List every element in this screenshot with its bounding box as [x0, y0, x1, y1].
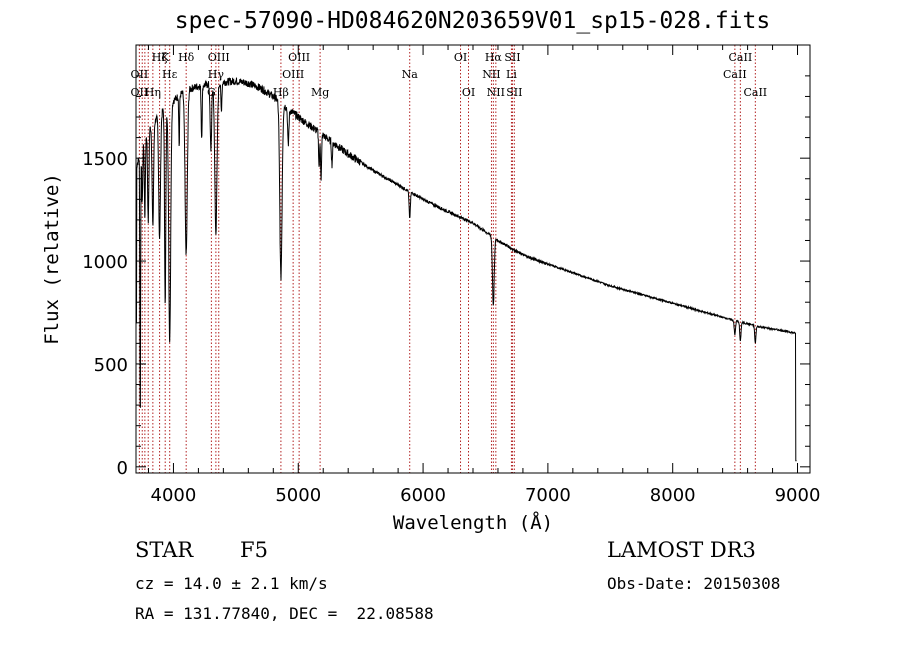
y-tick-label: 1000	[82, 252, 128, 273]
line-label: K	[161, 51, 170, 64]
line-label: OII	[131, 68, 149, 81]
line-label: OII	[131, 86, 149, 99]
survey-name: LAMOST DR3	[607, 538, 756, 562]
spectrum-line	[136, 77, 797, 462]
line-label: NII	[487, 86, 505, 99]
x-tick-label: 9000	[775, 485, 821, 506]
x-tick-label: 8000	[650, 485, 696, 506]
line-label: OIII	[288, 51, 310, 64]
line-label: Hδ	[178, 51, 195, 64]
line-label: OIII	[282, 68, 304, 81]
line-label: CaII	[743, 86, 767, 99]
x-tick-label: 4000	[151, 485, 197, 506]
line-label: Mg	[311, 86, 329, 99]
line-label: OI	[462, 86, 475, 99]
x-tick-label: 6000	[400, 485, 446, 506]
line-label: Hβ	[273, 86, 289, 99]
y-tick-label: 0	[117, 458, 128, 479]
y-axis: 0 500 1000 1500	[82, 75, 810, 479]
line-label: Li	[506, 68, 517, 81]
x-tick-label: 5000	[275, 485, 321, 506]
line-label: SII	[504, 51, 520, 64]
chart-title: spec-57090-HD084620N203659V01_sp15-028.f…	[174, 8, 771, 34]
line-label: CaII	[723, 68, 747, 81]
line-label: OI	[454, 51, 467, 64]
line-label: NII	[482, 68, 500, 81]
line-label: G	[207, 86, 216, 99]
redshift-velocity: cz = 14.0 ± 2.1 km/s	[135, 574, 328, 593]
line-label: OIII	[208, 51, 230, 64]
y-tick-label: 500	[94, 355, 128, 376]
line-label: Hε	[162, 68, 178, 81]
x-axis-label: Wavelength (Å)	[393, 511, 553, 534]
line-label: Na	[402, 68, 419, 81]
object-class: STAR	[135, 538, 194, 562]
line-label: CaII	[729, 51, 753, 64]
line-label: Hα	[485, 51, 503, 64]
line-label: Hη	[145, 86, 161, 99]
line-label: Hζ	[152, 51, 168, 64]
x-tick-label: 7000	[525, 485, 571, 506]
line-label: Hγ	[208, 68, 225, 81]
x-axis: 4000 5000 6000 7000 8000 9000	[147, 45, 821, 506]
coordinates: RA = 131.77840, DEC = 22.08588	[135, 604, 434, 623]
y-tick-label: 1500	[82, 149, 128, 170]
spectral-subclass: F5	[240, 538, 268, 562]
plot-frame	[135, 44, 811, 474]
line-markers	[138, 45, 756, 473]
observation-date: Obs-Date: 20150308	[607, 574, 781, 593]
line-label: SII	[506, 86, 522, 99]
y-axis-label: Flux (relative)	[41, 173, 63, 345]
